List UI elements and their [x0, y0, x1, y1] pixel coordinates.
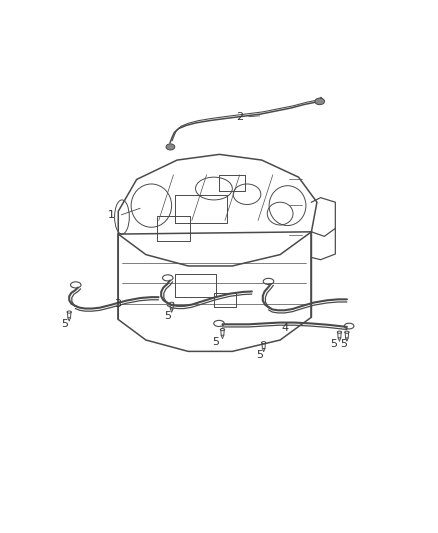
Text: 5: 5 [256, 350, 263, 360]
Text: 5: 5 [340, 340, 347, 350]
Ellipse shape [166, 144, 175, 150]
Text: 5: 5 [212, 337, 219, 347]
Ellipse shape [315, 98, 325, 104]
Text: 1: 1 [108, 210, 115, 220]
Text: 5: 5 [330, 340, 337, 350]
Text: 3: 3 [114, 298, 121, 309]
Text: 5: 5 [61, 319, 68, 329]
Text: 2: 2 [237, 112, 244, 122]
Text: 5: 5 [164, 311, 171, 320]
Text: 4: 4 [281, 323, 288, 333]
